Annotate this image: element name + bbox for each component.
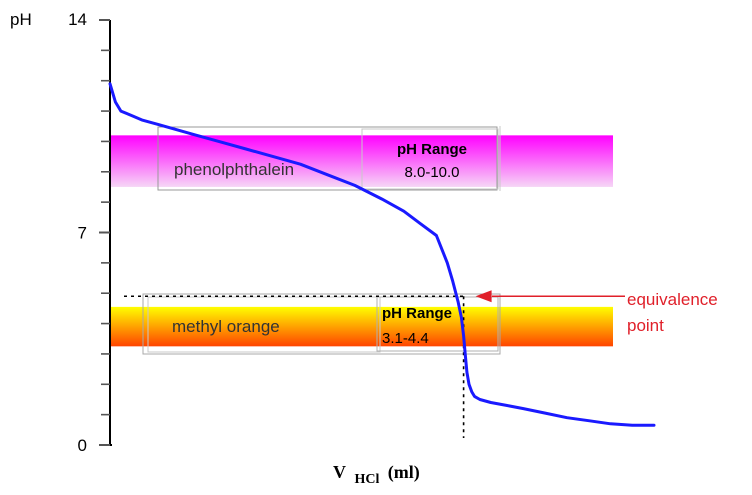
x-axis-title-subscript: HCl	[354, 472, 379, 487]
x-axis-title: V HCl (ml)	[333, 462, 420, 487]
y-axis-ticks	[99, 19, 110, 446]
methyl-orange-name: methyl orange	[172, 317, 280, 336]
methyl-orange-label-box	[142, 293, 501, 355]
x-axis-title-unit: (ml)	[388, 462, 420, 483]
y-tick-label-0: 0	[78, 436, 87, 455]
y-tick-label-14: 14	[68, 10, 87, 29]
x-axis-title-main: V	[333, 462, 346, 482]
phenolphthalein-range-box	[361, 128, 499, 190]
methyl-orange-band	[111, 306, 613, 347]
phenolphthalein-range-title: pH Range	[397, 141, 467, 158]
phenolphthalein-name: phenolphthalein	[174, 160, 294, 179]
equivalence-arrow-head	[475, 290, 492, 303]
phenolphthalein-range-value: 8.0-10.0	[404, 164, 459, 181]
methyl-orange-range-box	[376, 296, 499, 352]
y-tick-label-7: 7	[78, 224, 87, 243]
y-axis-title: pH	[10, 10, 32, 29]
methyl-orange-range-value: 3.1-4.4	[382, 330, 429, 347]
phenolphthalein-label-box	[157, 126, 498, 191]
methyl-orange-range-title: pH Range	[382, 305, 452, 322]
equivalence-label-line1: equivalence	[627, 290, 718, 309]
titration-curve	[108, 82, 656, 427]
equivalence-label-line2: point	[627, 316, 664, 335]
